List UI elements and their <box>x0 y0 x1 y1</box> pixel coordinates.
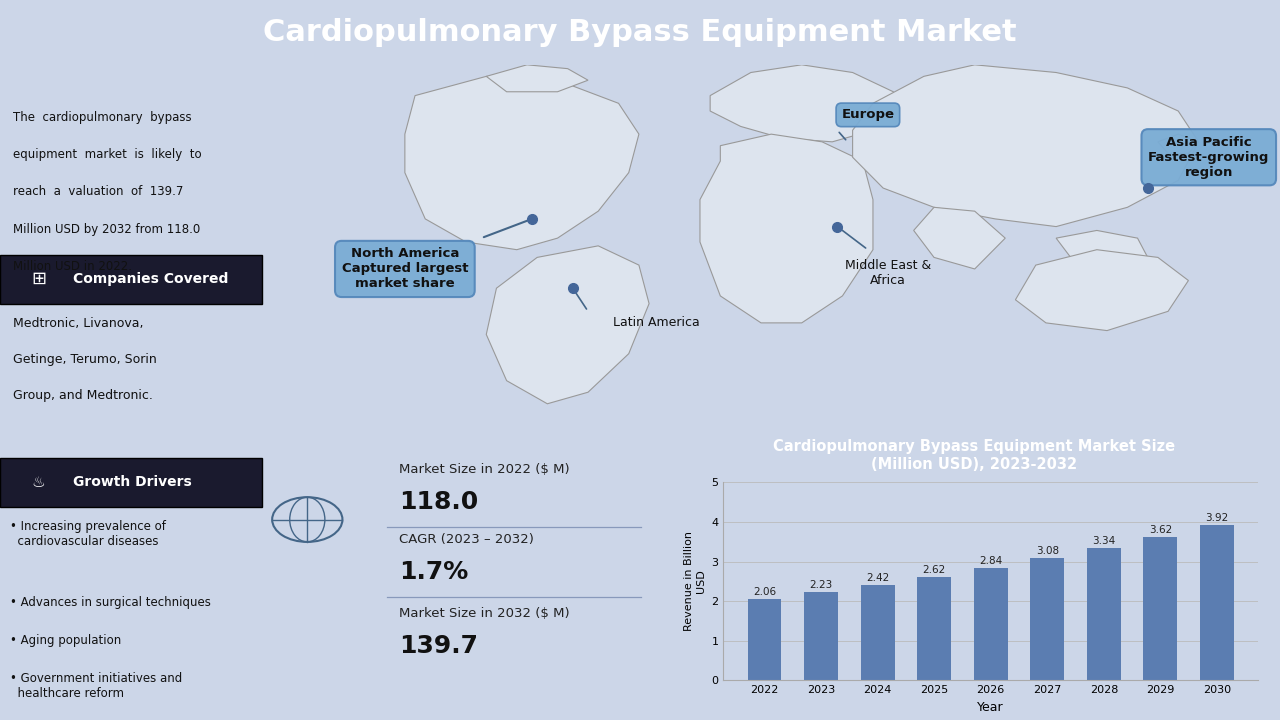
Text: 2.62: 2.62 <box>923 564 946 575</box>
Text: Medtronic, Livanova,: Medtronic, Livanova, <box>13 317 143 330</box>
Text: reach  a  valuation  of  139.7: reach a valuation of 139.7 <box>13 185 183 198</box>
Text: • Increasing prevalence of
  cardiovascular diseases: • Increasing prevalence of cardiovascula… <box>10 520 166 548</box>
Text: North America
Captured largest
market share: North America Captured largest market sh… <box>342 248 468 290</box>
Bar <box>860 585 895 680</box>
Text: Cardiopulmonary Bypass Equipment Market: Cardiopulmonary Bypass Equipment Market <box>264 18 1016 47</box>
Text: Market Size in 2032 ($ M): Market Size in 2032 ($ M) <box>399 608 570 621</box>
Text: 3.34: 3.34 <box>1092 536 1115 546</box>
Text: Middle East &
Africa: Middle East & Africa <box>845 258 932 287</box>
Text: • Government initiatives and
  healthcare reform: • Government initiatives and healthcare … <box>10 672 183 700</box>
Polygon shape <box>486 65 588 91</box>
Text: The  cardiopulmonary  bypass: The cardiopulmonary bypass <box>13 111 192 124</box>
Bar <box>804 592 838 680</box>
Text: Companies Covered: Companies Covered <box>73 272 229 286</box>
Polygon shape <box>700 134 873 323</box>
Text: ♨: ♨ <box>32 474 45 490</box>
Text: Getinge, Terumo, Sorin: Getinge, Terumo, Sorin <box>13 353 157 366</box>
Text: Latin America: Latin America <box>613 316 700 329</box>
Polygon shape <box>852 65 1198 227</box>
Text: • Advances in surgical techniques: • Advances in surgical techniques <box>10 596 211 609</box>
Text: equipment  market  is  likely  to: equipment market is likely to <box>13 148 202 161</box>
FancyBboxPatch shape <box>0 458 262 507</box>
Text: 2.42: 2.42 <box>867 572 890 582</box>
Polygon shape <box>404 76 639 250</box>
Y-axis label: Revenue in Billion
USD: Revenue in Billion USD <box>684 531 705 631</box>
Text: • Aging population: • Aging population <box>10 634 122 647</box>
Text: Market Size in 2022 ($ M): Market Size in 2022 ($ M) <box>399 464 570 477</box>
Text: 139.7: 139.7 <box>399 634 477 658</box>
Polygon shape <box>1158 134 1198 153</box>
Bar <box>748 599 782 680</box>
Circle shape <box>273 498 343 542</box>
Text: ⊞: ⊞ <box>32 270 46 288</box>
Text: Cardiopulmonary Bypass Equipment Market Size
(Million USD), 2023-2032: Cardiopulmonary Bypass Equipment Market … <box>773 439 1175 472</box>
Text: Group, and Medtronic.: Group, and Medtronic. <box>13 389 154 402</box>
Polygon shape <box>710 65 904 142</box>
Text: CAGR (2023 – 2032): CAGR (2023 – 2032) <box>399 533 534 546</box>
Bar <box>1087 548 1121 680</box>
Text: 118.0: 118.0 <box>399 490 479 514</box>
Bar <box>918 577 951 680</box>
Bar <box>1143 537 1178 680</box>
Bar <box>1030 559 1064 680</box>
Polygon shape <box>914 207 1005 269</box>
Text: 3.92: 3.92 <box>1206 513 1229 523</box>
Text: Million USD by 2032 from 118.0: Million USD by 2032 from 118.0 <box>13 222 201 235</box>
Bar <box>974 568 1007 680</box>
Polygon shape <box>1056 230 1148 269</box>
Text: 2.84: 2.84 <box>979 556 1002 566</box>
Text: Europe: Europe <box>841 109 895 122</box>
Text: 1.7%: 1.7% <box>399 559 468 584</box>
Text: Million USD in 2022.: Million USD in 2022. <box>13 260 132 273</box>
Text: 2.23: 2.23 <box>809 580 833 590</box>
FancyBboxPatch shape <box>0 255 262 304</box>
Polygon shape <box>486 246 649 404</box>
Text: Asia Pacific
Fastest-growing
region: Asia Pacific Fastest-growing region <box>1148 136 1270 179</box>
Text: Growth Drivers: Growth Drivers <box>73 475 192 489</box>
Polygon shape <box>1015 250 1188 330</box>
Text: 3.62: 3.62 <box>1148 525 1172 535</box>
Text: 2.06: 2.06 <box>753 587 776 597</box>
Bar <box>1199 525 1234 680</box>
Text: 3.08: 3.08 <box>1036 546 1059 557</box>
X-axis label: Year: Year <box>978 701 1004 714</box>
